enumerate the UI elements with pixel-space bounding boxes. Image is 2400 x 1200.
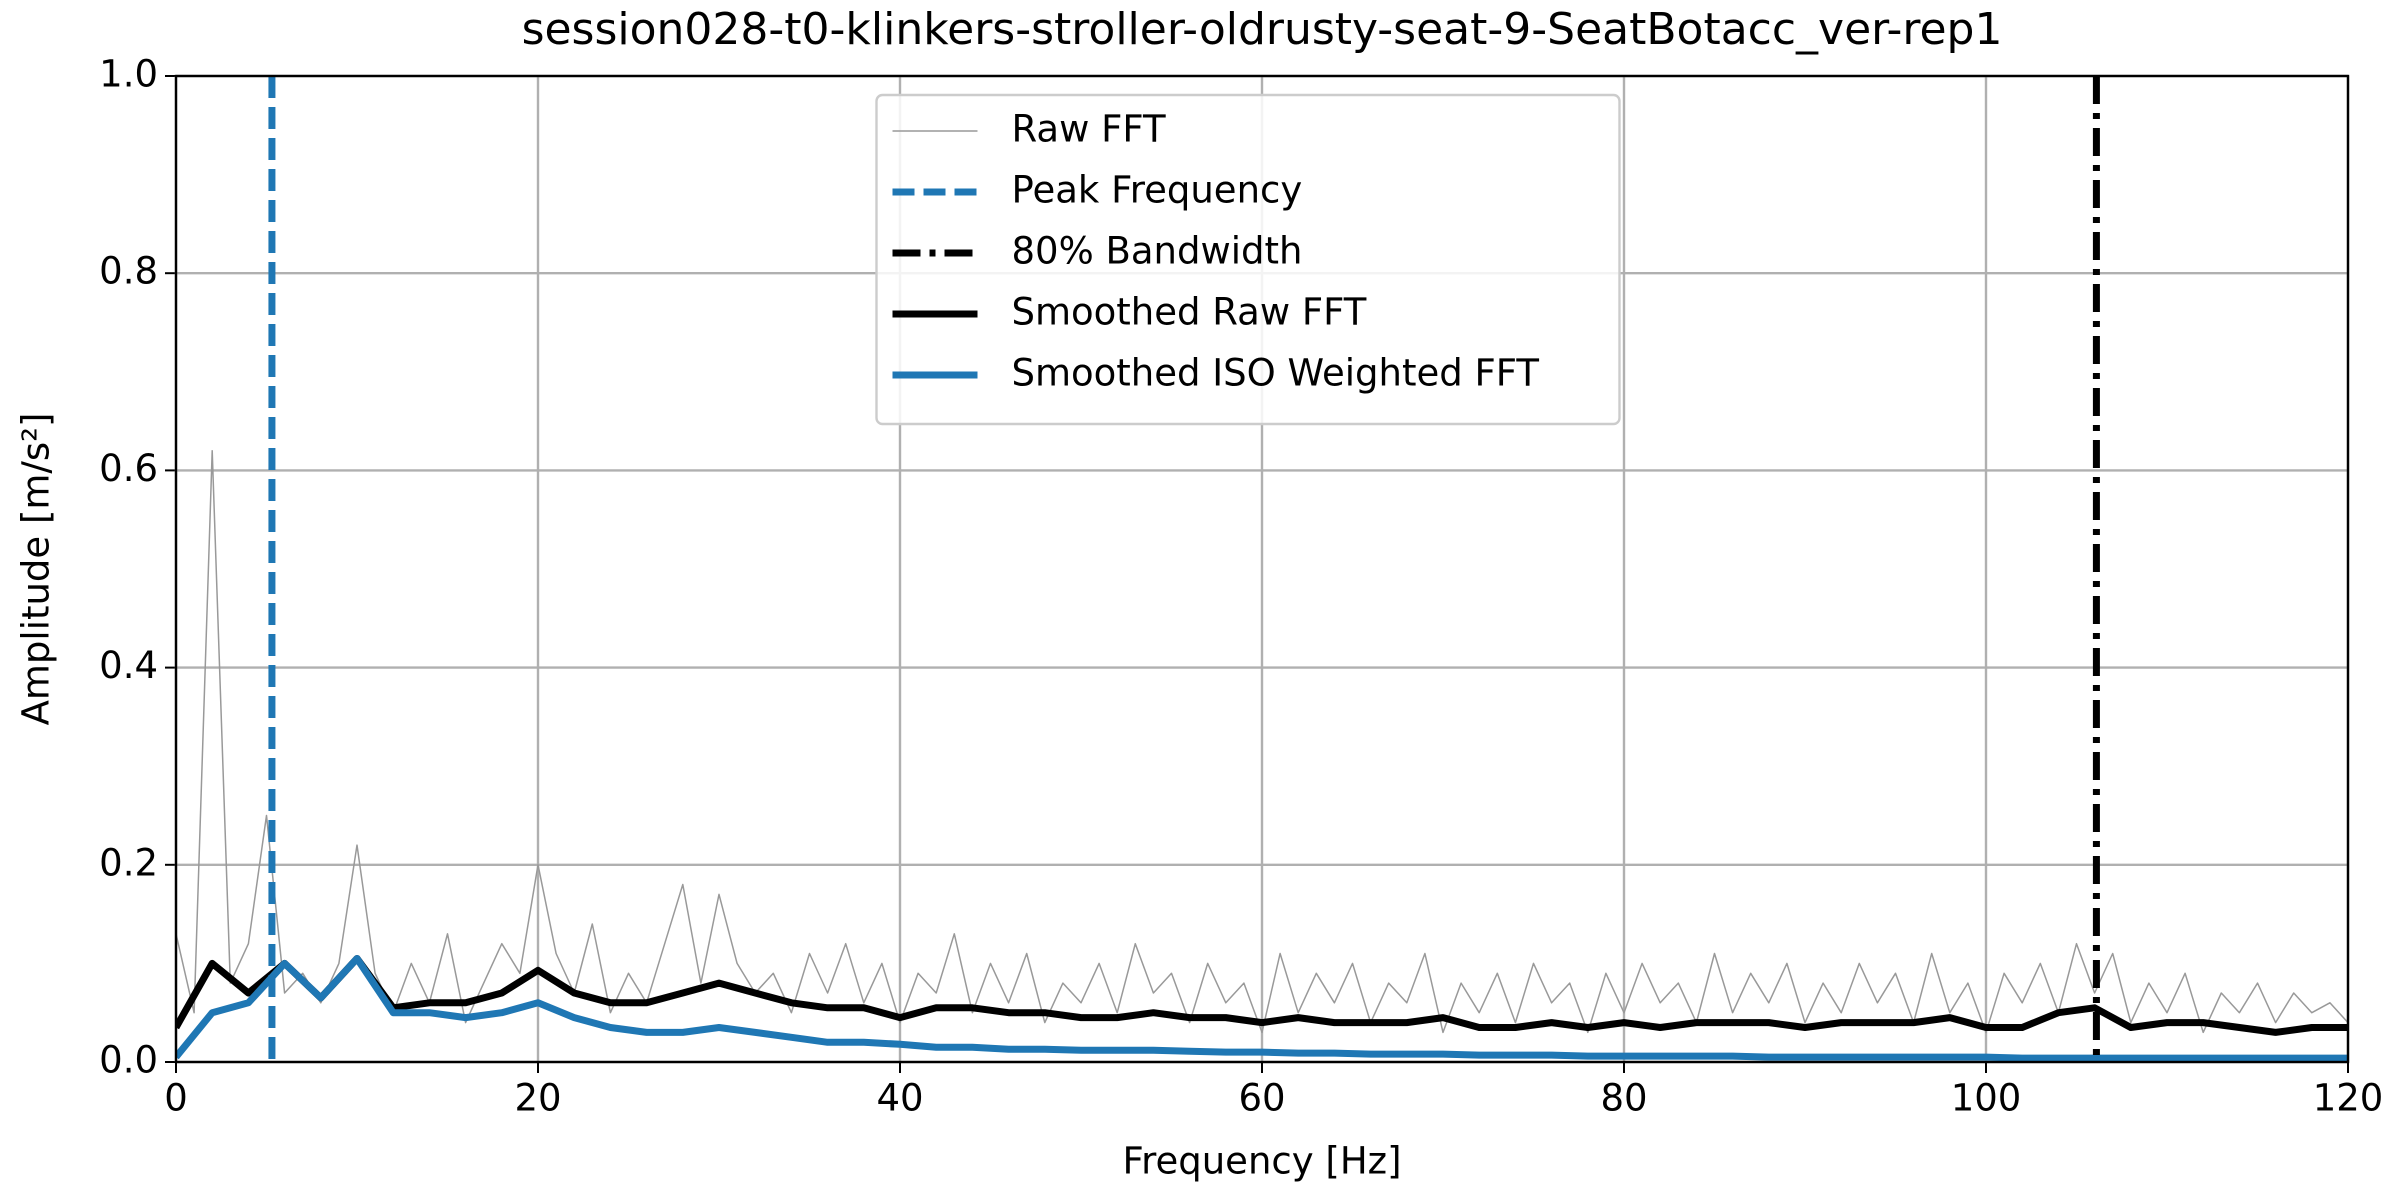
y-tick-label: 0.2 (99, 841, 158, 884)
series-line (176, 955, 2348, 1036)
legend-label: Raw FFT (1012, 108, 1167, 151)
y-tick-label: 0.0 (99, 1039, 158, 1082)
y-axis-label: Amplitude [m/s²] (15, 413, 58, 726)
x-tick-label: 120 (2313, 1077, 2384, 1120)
plot-frame (174, 74, 2350, 1064)
y-tick-label: 0.4 (99, 644, 158, 687)
x-tick-label: 100 (1951, 1077, 2022, 1120)
legend-label: Peak Frequency (1012, 169, 1303, 212)
legend-label: Smoothed Raw FFT (1012, 291, 1367, 334)
x-axis-label: Frequency [Hz] (1122, 1140, 1401, 1183)
x-tick-label: 20 (514, 1077, 561, 1120)
series-line (176, 449, 2348, 1034)
x-tick-label: 80 (1600, 1077, 1647, 1120)
x-tick-label: 0 (164, 1077, 188, 1120)
y-tick-label: 1.0 (99, 53, 158, 96)
chart-title: session028-t0-klinkers-stroller-oldrusty… (522, 4, 2003, 55)
x-tick-label: 40 (876, 1077, 923, 1120)
legend-box (875, 93, 1621, 426)
x-tick-label: 60 (1238, 1077, 1285, 1120)
y-tick-label: 0.6 (99, 447, 158, 490)
series-line (176, 955, 2348, 1062)
legend-label: 80% Bandwidth (1012, 230, 1303, 273)
legend-label: Smoothed ISO Weighted FFT (1012, 352, 1540, 395)
y-tick-label: 0.8 (99, 250, 158, 293)
